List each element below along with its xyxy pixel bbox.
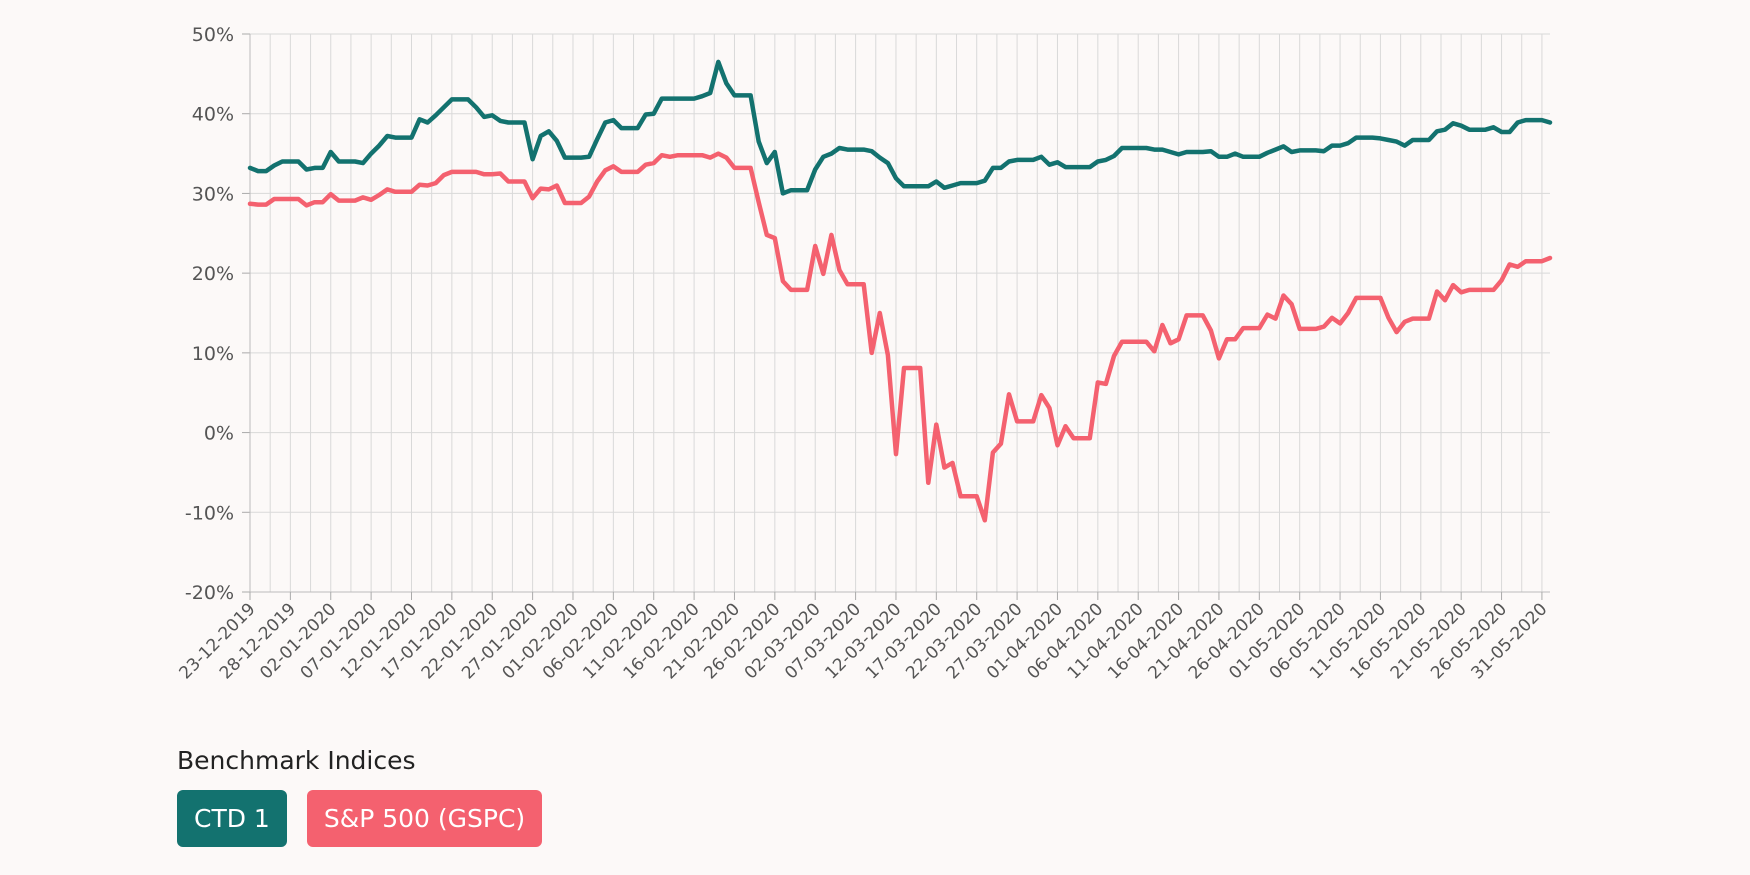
series-line-ctd1 bbox=[247, 59, 1553, 196]
y-tick-label: 40% bbox=[192, 104, 234, 126]
y-tick-label: 20% bbox=[192, 263, 234, 285]
legend-title: Benchmark Indices bbox=[177, 746, 416, 775]
y-axis-ticks: 50% 40% 30% 20% 10% 0% -10% -20% bbox=[185, 24, 234, 604]
y-tick-label: 30% bbox=[192, 183, 234, 205]
legend-button-sp500[interactable]: S&P 500 (GSPC) bbox=[306, 790, 543, 847]
series-line-sp500 bbox=[247, 151, 1553, 523]
legend-buttons: CTD 1 S&P 500 (GSPC) bbox=[177, 790, 543, 847]
y-tick-label: -10% bbox=[185, 502, 234, 524]
y-tick-label: 0% bbox=[204, 423, 234, 445]
line-chart: 50% 40% 30% 20% 10% 0% -10% -20% 23-12-201928-1… bbox=[176, 24, 1553, 683]
x-axis-ticks: 23-12-201928-12-201902-01-202007-01-2020… bbox=[176, 592, 1551, 683]
legend-button-ctd1[interactable]: CTD 1 bbox=[177, 790, 287, 847]
y-tick-label: -20% bbox=[185, 582, 234, 604]
y-tick-label: 10% bbox=[192, 343, 234, 365]
y-tick-label: 50% bbox=[192, 24, 234, 46]
chart-grid bbox=[242, 33, 1550, 593]
chart-series bbox=[247, 59, 1553, 523]
